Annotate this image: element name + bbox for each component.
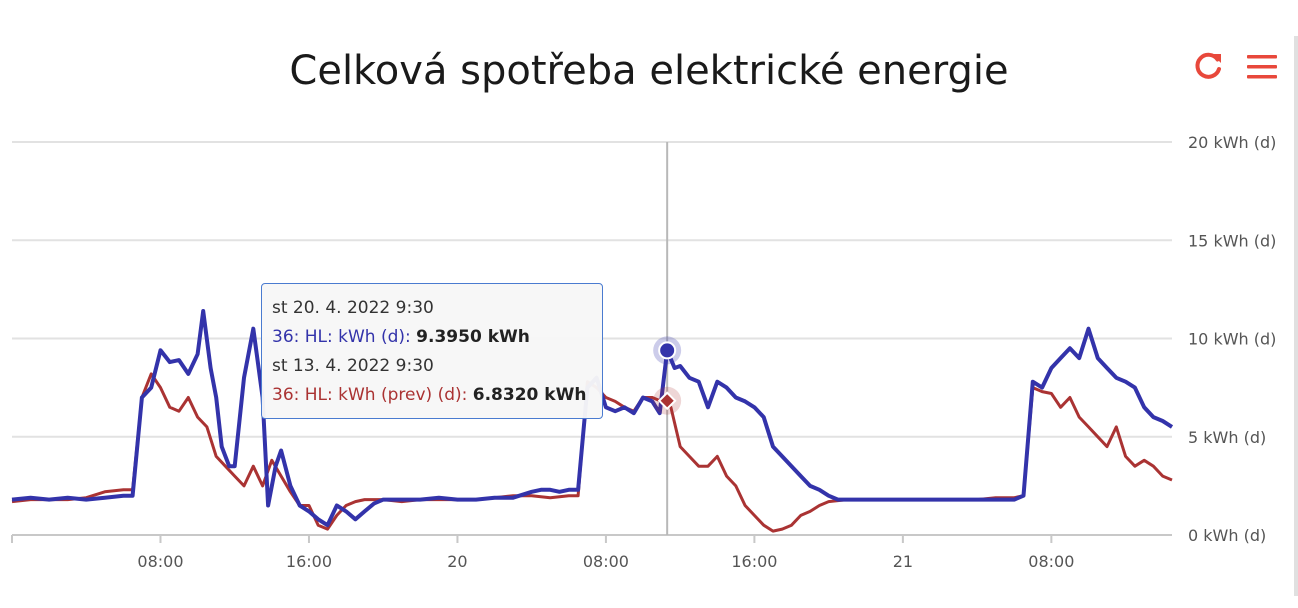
refresh-icon [1195, 52, 1221, 79]
x-axis-ticks: 08:00 16:00 20 08:00 16:00 21 08:00 [11, 535, 1074, 571]
hamburger-menu-icon [1247, 55, 1277, 79]
tooltip: st 20. 4. 2022 9:30 36: HL: kWh (d): 9.3… [261, 283, 603, 419]
x-tick-label: 16:00 [286, 552, 332, 571]
y-tick-label: 10 kWh (d) [1188, 330, 1276, 349]
y-tick-label: 15 kWh (d) [1188, 231, 1276, 250]
y-tick-label: 0 kWh (d) [1188, 526, 1266, 545]
y-tick-label: 20 kWh (d) [1188, 133, 1276, 152]
tooltip-date-prev: st 13. 4. 2022 9:30 [272, 356, 434, 376]
x-tick-label: 08:00 [137, 552, 183, 571]
chart-title: Celková spotřeba elektrické energie [289, 48, 1009, 94]
tooltip-current-value: 9.3950 kWh [416, 327, 530, 347]
highlight-markers [653, 336, 682, 415]
x-tick-label: 08:00 [1028, 552, 1074, 571]
y-axis-ticks: 0 kWh (d) 5 kWh (d) 10 kWh (d) 15 kWh (d) 20… [1188, 133, 1276, 545]
x-tick-label: 20 [447, 552, 467, 571]
series-line-current [11, 309, 1174, 528]
tooltip-prev-row: 36: HL: kWh (prev) (d): 6.8320 kWh [272, 381, 592, 410]
refresh-button[interactable] [1188, 47, 1228, 87]
tooltip-prev-value: 6.8320 kWh [472, 385, 587, 405]
x-tick-label: 21 [893, 552, 913, 571]
series-layer [11, 309, 1174, 533]
side-border [1294, 36, 1298, 596]
tooltip-prev-label: 36: HL: kWh (prev) (d): [272, 385, 473, 405]
y-tick-label: 5 kWh (d) [1188, 428, 1266, 447]
x-tick-label: 08:00 [583, 552, 629, 571]
highlight-point-prev [657, 391, 677, 411]
tooltip-date-current: st 20. 4. 2022 9:30 [272, 298, 434, 318]
tooltip-current-row: 36: HL: kWh (d): 9.3950 kWh [272, 323, 592, 352]
highlight-point-current [658, 341, 677, 360]
x-tick-label: 16:00 [731, 552, 777, 571]
menu-button[interactable] [1242, 47, 1282, 87]
tooltip-current-label: 36: HL: kWh (d): [272, 327, 417, 347]
